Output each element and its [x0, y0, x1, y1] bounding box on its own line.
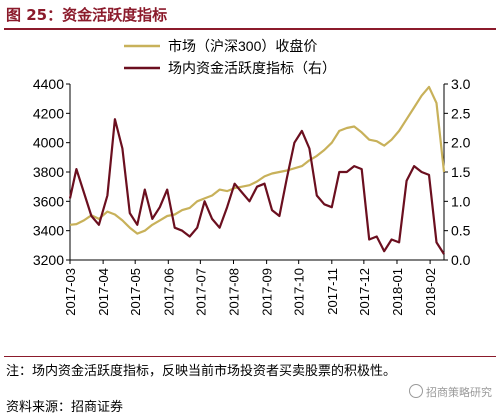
x-tick-label: 2017-05 — [128, 268, 143, 316]
y-left-tick-label: 4200 — [33, 105, 64, 121]
y-right-tick-label: 1.5 — [451, 164, 471, 180]
x-tick-label: 2017-11 — [325, 268, 340, 315]
x-tick-label: 2017-09 — [260, 268, 275, 316]
y-right-tick-label: 1.0 — [451, 193, 471, 209]
y-right-tick-label: 3.0 — [451, 76, 471, 92]
y-left-tick-label: 4400 — [33, 76, 64, 92]
figure-title: 图 25：资金活跃度指标 — [6, 6, 168, 24]
chart-axes: 3200 3400 3600 3800 4000 4200 4400 0.0 0.5 1.0 1.5… — [33, 76, 471, 316]
legend-label-market: 市场（沪深300）收盘价 — [168, 38, 317, 54]
y-right-tick-label: 2.5 — [451, 105, 471, 121]
x-tick-label: 2017-12 — [357, 268, 372, 316]
x-tick-label: 2017-04 — [96, 268, 111, 316]
x-tick-label: 2017-06 — [161, 268, 176, 316]
x-tick-label: 2017-07 — [193, 268, 208, 316]
watermark: 招商策略研究 — [409, 384, 492, 400]
series-line-market — [69, 85, 446, 235]
series-line-activity — [68, 118, 445, 255]
y-left-tick-label: 3800 — [33, 164, 64, 180]
y-right-tick-label: 2.0 — [451, 135, 471, 151]
y-left-tick-label: 3200 — [33, 252, 64, 268]
y-left-tick-label: 3600 — [33, 193, 64, 209]
x-tick-label: 2017-10 — [292, 268, 307, 316]
chart-series — [68, 85, 446, 255]
x-tick-label: 2017-08 — [226, 268, 241, 316]
legend-label-activity: 场内资金活跃度指标（右） — [168, 60, 336, 76]
x-tick-label: 2017-03 — [63, 268, 78, 316]
y-left-tick-label: 3400 — [33, 223, 64, 239]
y-left-tick-label: 4000 — [33, 135, 64, 151]
watermark-text: 招商策略研究 — [426, 386, 492, 399]
x-tick-label: 2018-01 — [390, 268, 405, 316]
x-tick-label: 2018-02 — [423, 268, 438, 316]
title-divider — [4, 28, 496, 30]
wechat-icon — [409, 384, 423, 398]
y-right-tick-label: 0.0 — [451, 252, 471, 268]
note-divider — [4, 356, 496, 357]
figure-note: 注：场内资金活跃度指标，反映当前市场投资者买卖股票的积极性。 — [6, 364, 397, 379]
figure-source: 资料来源：招商证券 — [6, 400, 124, 415]
y-right-tick-label: 0.5 — [451, 223, 471, 239]
